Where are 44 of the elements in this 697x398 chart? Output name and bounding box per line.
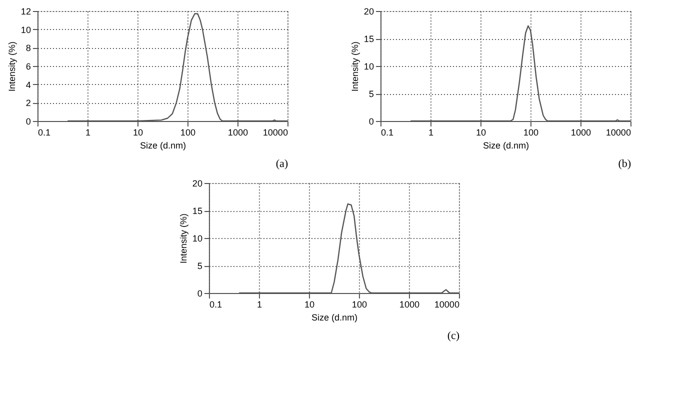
y-tick-label: 20	[364, 6, 374, 16]
x-tick-label: 10	[132, 128, 143, 138]
x-tick-label: 10	[476, 128, 486, 138]
y-tick-label: 10	[192, 234, 202, 244]
y-tick-label: 5	[197, 261, 202, 271]
y-tick-label: 0	[197, 288, 202, 298]
y-tick-label: 4	[26, 80, 31, 90]
x-tick-label: 1	[428, 128, 434, 138]
x-axis-title: Size (d.nm)	[140, 140, 186, 150]
x-tick-label: 1000	[570, 128, 591, 138]
y-tick-label: 5	[368, 89, 374, 99]
y-axis-title: Intensity (%)	[6, 41, 17, 92]
y-axis-title: Intensity (%)	[178, 213, 188, 264]
x-axis-title: Size (d.nm)	[482, 140, 529, 150]
y-axis-title: Intensity (%)	[350, 41, 360, 92]
x-tick-label: 1000	[228, 128, 248, 138]
y-tick-label: 10	[20, 24, 31, 35]
y-tick-label: 2	[26, 98, 31, 108]
x-tick-label: 1	[85, 128, 90, 138]
x-tick-label: 1	[256, 300, 262, 310]
x-tick-label: 1000	[399, 300, 420, 310]
x-axis-title: Size (d.nm)	[311, 312, 358, 322]
x-tick-label: 10000	[434, 300, 460, 310]
y-tick-label: 8	[26, 43, 31, 54]
y-tick-label: 20	[192, 178, 202, 188]
y-tick-label: 6	[26, 62, 31, 72]
x-tick-label: 0.1	[380, 128, 394, 138]
text: (c)	[447, 330, 460, 342]
x-tick-label: 10000	[606, 128, 631, 138]
x-tick-label: 0.1	[38, 128, 50, 138]
x-tick-label: 10000	[262, 128, 288, 138]
x-tick-label: 100	[180, 128, 196, 138]
y-tick-label: 12	[20, 6, 31, 16]
y-tick-label: 0	[368, 116, 374, 126]
y-tick-label: 15	[364, 34, 374, 44]
x-tick-label: 0.1	[209, 300, 222, 310]
x-tick-label: 10	[304, 300, 314, 310]
text: (a)	[276, 158, 288, 170]
x-tick-label: 100	[523, 128, 538, 138]
y-tick-label: 0	[26, 116, 31, 126]
y-tick-label: 15	[192, 206, 202, 216]
x-tick-label: 100	[352, 300, 367, 310]
y-tick-label: 10	[364, 62, 374, 72]
text: (b)	[618, 158, 632, 170]
